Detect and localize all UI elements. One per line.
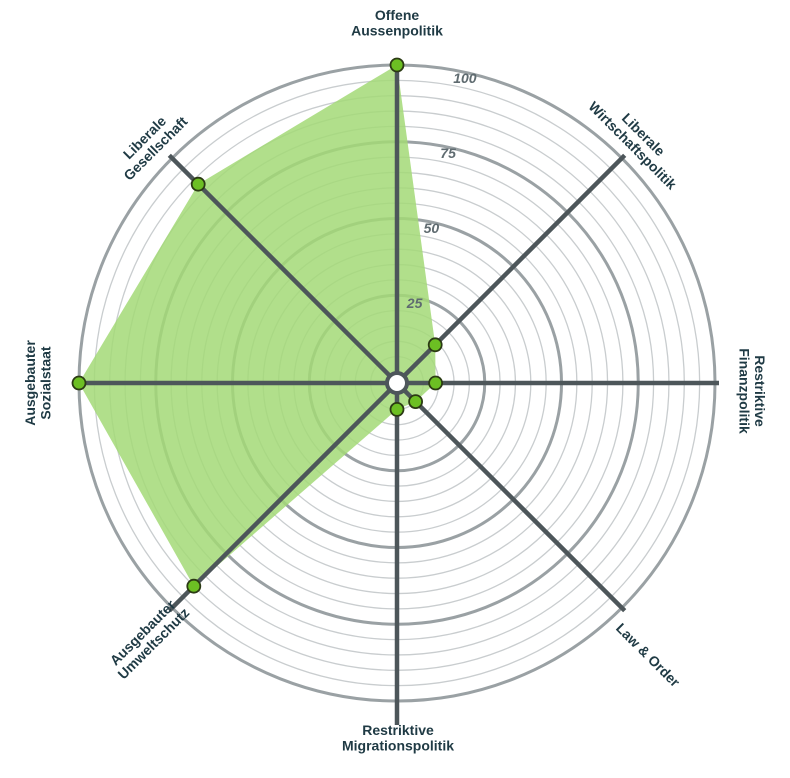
axis-label-line: Ausgebauter [22,340,38,426]
axis-label-line: Migrationspolitik [342,738,454,754]
axis-line [403,389,627,613]
data-area [79,65,436,587]
axis-label: Restriktive Migrationspolitik [342,722,454,753]
axis-label: Offene Aussenpolitik [351,7,443,38]
data-point [186,578,202,594]
axis-label-line: Law & Order [613,620,684,691]
axis-label-line: Restriktive [752,355,768,427]
tick-label: 25 [406,295,423,311]
axis-label: AusgebauterUmweltschutz [104,594,193,683]
data-point [389,57,405,73]
axis-label: Law & Order [613,620,684,691]
axis-label: LiberaleGesellschaft [109,102,190,183]
data-point [389,401,405,417]
axis-label-line: Sozialstaat [38,346,54,419]
axis-label-line: Restriktive [362,722,434,738]
data-points [71,57,444,594]
axis-label: AusgebauterSozialstaat [22,340,53,426]
center-hole [385,371,409,395]
axis-label: RestriktiveFinanzpolitik [736,348,767,434]
axis-label-line: Aussenpolitik [351,23,443,39]
axis-line [167,389,391,613]
axis-label-line: Finanzpolitik [736,348,752,434]
data-point [190,176,206,192]
data-point [71,375,87,391]
axis-line [167,153,391,377]
tick-label: 75 [440,145,456,161]
axis-lines [79,65,719,725]
data-point [428,375,444,391]
axis-label-line: Offene [375,7,420,23]
data-point [427,337,443,353]
tick-label: 100 [453,70,477,86]
data-point [408,394,424,410]
tick-label: 50 [424,220,440,236]
axis-line [403,153,627,377]
tick-labels: 25 50 75 100 [406,70,477,311]
